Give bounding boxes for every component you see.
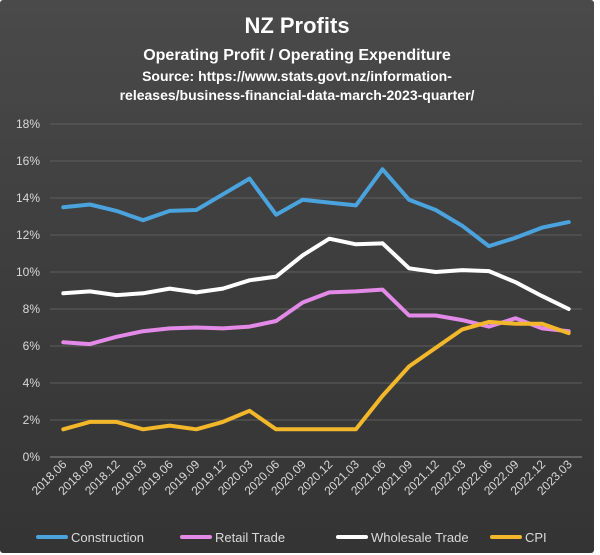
y-tick-label: 14% (16, 191, 40, 205)
chart-source-line-1: Source: https://www.stats.govt.nz/inform… (142, 68, 452, 84)
legend-label: Construction (71, 530, 144, 545)
legend-label: Retail Trade (215, 530, 285, 545)
legend-label: Wholesale Trade (371, 530, 469, 545)
series-line-retail-trade (61, 287, 571, 347)
series-line-construction (61, 167, 571, 249)
y-axis: 0% 2% 4% 6% 8% 10% 12% 14% 16% 18% (16, 117, 40, 464)
series-lines (61, 167, 571, 432)
legend-label: CPI (525, 530, 547, 545)
y-tick-label: 4% (23, 376, 41, 390)
chart-subtitle: Operating Profit / Operating Expenditure (143, 47, 451, 64)
chart-title: NZ Profits (244, 13, 349, 38)
y-tick-label: 16% (16, 154, 40, 168)
series-line-wholesale-trade (61, 236, 571, 311)
y-tick-label: 8% (23, 302, 41, 316)
y-tick-label: 18% (16, 117, 40, 131)
legend: Construction Retail Trade Wholesale Trade C… (36, 530, 547, 545)
y-tick-label: 10% (16, 265, 40, 279)
grid-lines (50, 123, 582, 458)
series-line-cpi (61, 319, 571, 432)
y-tick-label: 12% (16, 228, 40, 242)
y-tick-label: 2% (23, 413, 41, 427)
y-tick-label: 0% (23, 450, 41, 464)
chart-source-line-2: releases/business-financial-data-march-2… (120, 87, 475, 103)
y-tick-label: 6% (23, 339, 41, 353)
